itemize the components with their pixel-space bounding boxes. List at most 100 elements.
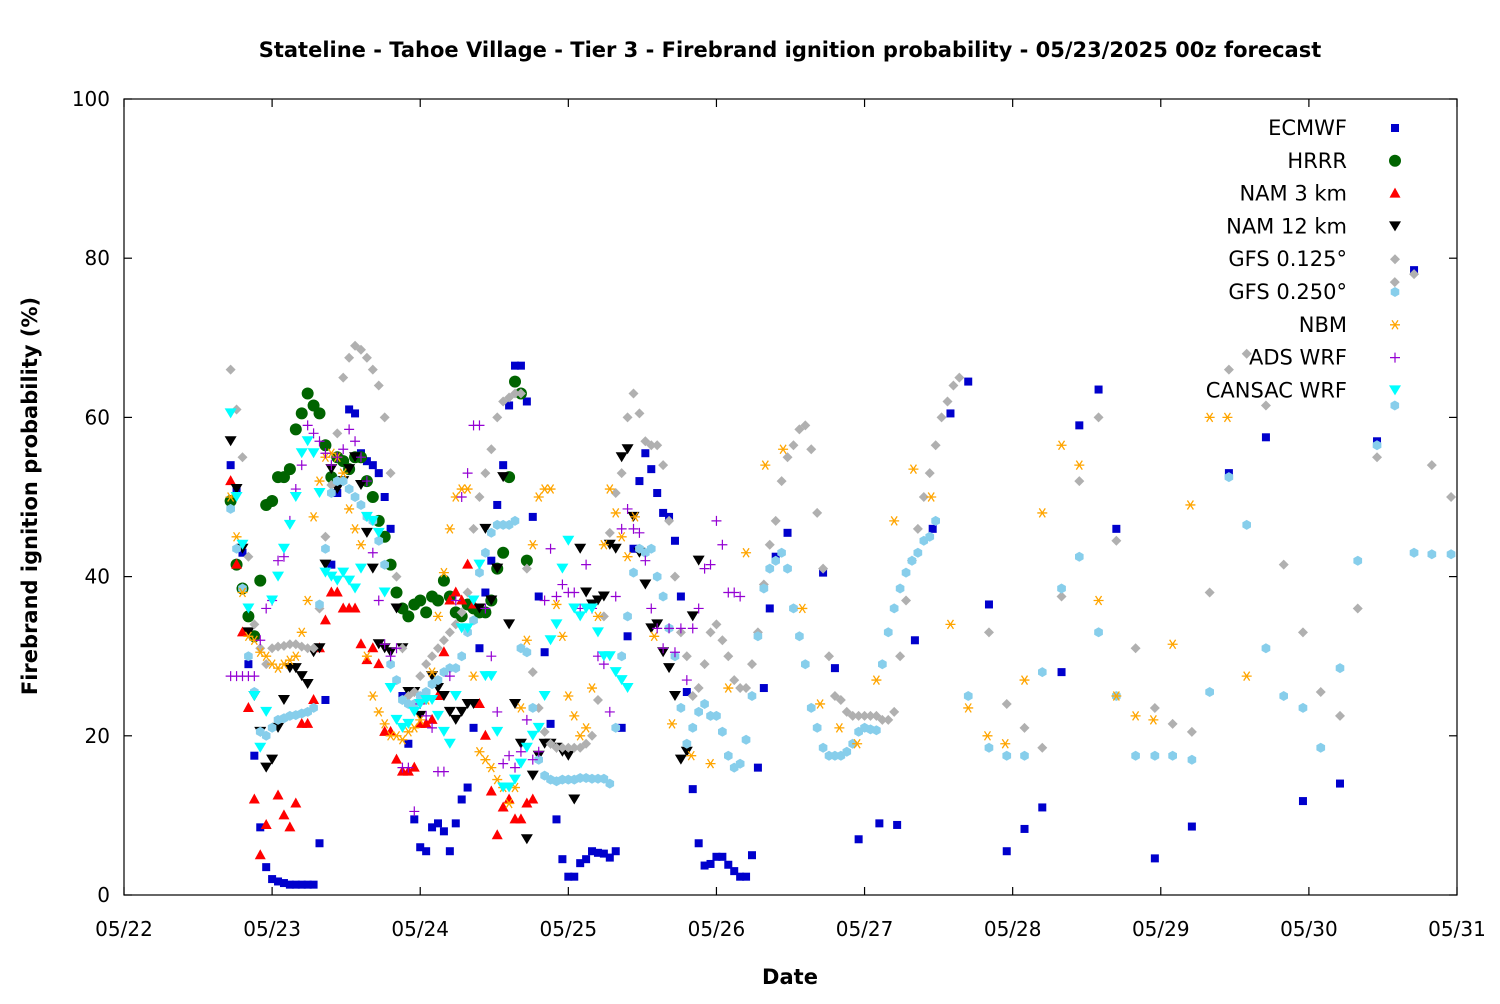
data-point xyxy=(1185,500,1196,510)
data-point xyxy=(641,449,650,458)
data-point xyxy=(504,798,515,809)
data-point xyxy=(426,713,438,724)
data-point xyxy=(390,603,403,614)
data-point xyxy=(593,848,602,857)
data-point xyxy=(1389,277,1400,288)
data-point xyxy=(615,675,628,686)
data-point xyxy=(473,697,485,708)
data-point xyxy=(852,738,863,749)
data-point xyxy=(764,539,775,550)
data-point xyxy=(374,535,384,546)
series-gfs-0-250- xyxy=(226,400,1456,789)
data-point xyxy=(610,508,621,518)
data-point xyxy=(385,725,397,736)
data-point xyxy=(260,818,272,829)
data-point xyxy=(598,539,609,550)
data-point xyxy=(1242,519,1251,530)
data-point xyxy=(391,643,402,654)
data-point xyxy=(605,778,615,789)
data-point xyxy=(669,571,680,582)
data-point xyxy=(397,734,408,745)
data-point xyxy=(481,547,490,558)
data-point xyxy=(741,683,752,694)
data-point xyxy=(706,859,715,868)
data-point xyxy=(238,583,247,594)
data-point xyxy=(384,683,397,694)
legend-marker xyxy=(1390,254,1400,265)
data-point xyxy=(983,627,994,638)
data-point xyxy=(609,667,622,678)
data-point xyxy=(730,867,739,876)
data-point xyxy=(1057,583,1066,594)
data-point xyxy=(591,595,604,606)
ticks-layer: 05/22 05/23 05/24 05/25 05/26 05/27 05/28 05/29… xyxy=(72,87,1486,941)
data-point xyxy=(712,710,721,721)
data-point xyxy=(480,468,491,479)
data-point xyxy=(462,587,473,598)
plot-frame xyxy=(123,98,1458,896)
data-point xyxy=(527,754,538,765)
data-point xyxy=(747,691,757,701)
data-point xyxy=(670,536,679,545)
data-point xyxy=(236,626,248,637)
data-point xyxy=(1241,671,1252,681)
data-point xyxy=(908,464,919,475)
data-point xyxy=(760,460,771,471)
data-point xyxy=(266,494,279,507)
data-point xyxy=(1334,710,1345,721)
data-point xyxy=(491,829,503,840)
data-point xyxy=(493,500,502,509)
data-point xyxy=(338,372,349,383)
legend-marker xyxy=(1389,187,1401,198)
data-point xyxy=(510,762,521,773)
data-point xyxy=(361,654,373,665)
data-point xyxy=(386,524,395,533)
data-point xyxy=(658,460,669,471)
data-point xyxy=(1002,847,1011,856)
y-tick-label: 60 xyxy=(85,405,110,429)
data-point xyxy=(1019,722,1030,733)
data-point xyxy=(308,643,319,654)
data-point xyxy=(588,847,597,856)
legend-label: ECMWF xyxy=(1268,116,1347,140)
data-point xyxy=(1426,460,1437,471)
data-point xyxy=(356,500,366,510)
data-point xyxy=(230,484,243,495)
data-point xyxy=(568,603,581,614)
data-point xyxy=(349,452,362,463)
data-point xyxy=(621,444,634,455)
data-point xyxy=(539,595,550,606)
data-point xyxy=(449,691,462,701)
data-point xyxy=(718,726,727,737)
data-point xyxy=(649,631,660,642)
data-point xyxy=(1316,742,1326,753)
data-point xyxy=(437,691,450,701)
data-point xyxy=(889,603,899,614)
data-point xyxy=(652,571,662,582)
data-point xyxy=(527,793,539,804)
data-point xyxy=(729,587,740,598)
data-point xyxy=(474,420,485,431)
data-point xyxy=(875,819,884,828)
data-point xyxy=(1002,750,1012,761)
data-point xyxy=(444,671,455,682)
data-point xyxy=(1224,472,1234,483)
data-point xyxy=(391,571,402,582)
data-point xyxy=(628,523,639,534)
data-point xyxy=(889,516,900,526)
x-tick-label: 05/28 xyxy=(984,917,1042,941)
data-point xyxy=(865,710,876,721)
data-point xyxy=(830,664,839,673)
data-point xyxy=(248,793,260,804)
data-point xyxy=(386,659,395,670)
data-point xyxy=(688,722,698,733)
data-point xyxy=(274,877,283,886)
data-point xyxy=(545,543,556,554)
data-point xyxy=(491,726,504,737)
data-point xyxy=(533,746,544,757)
data-point xyxy=(443,738,456,749)
data-point xyxy=(243,551,254,562)
legend-label: CANSAC WRF xyxy=(1206,378,1347,402)
legend-label: ADS WRF xyxy=(1249,346,1347,370)
data-point xyxy=(224,408,237,419)
